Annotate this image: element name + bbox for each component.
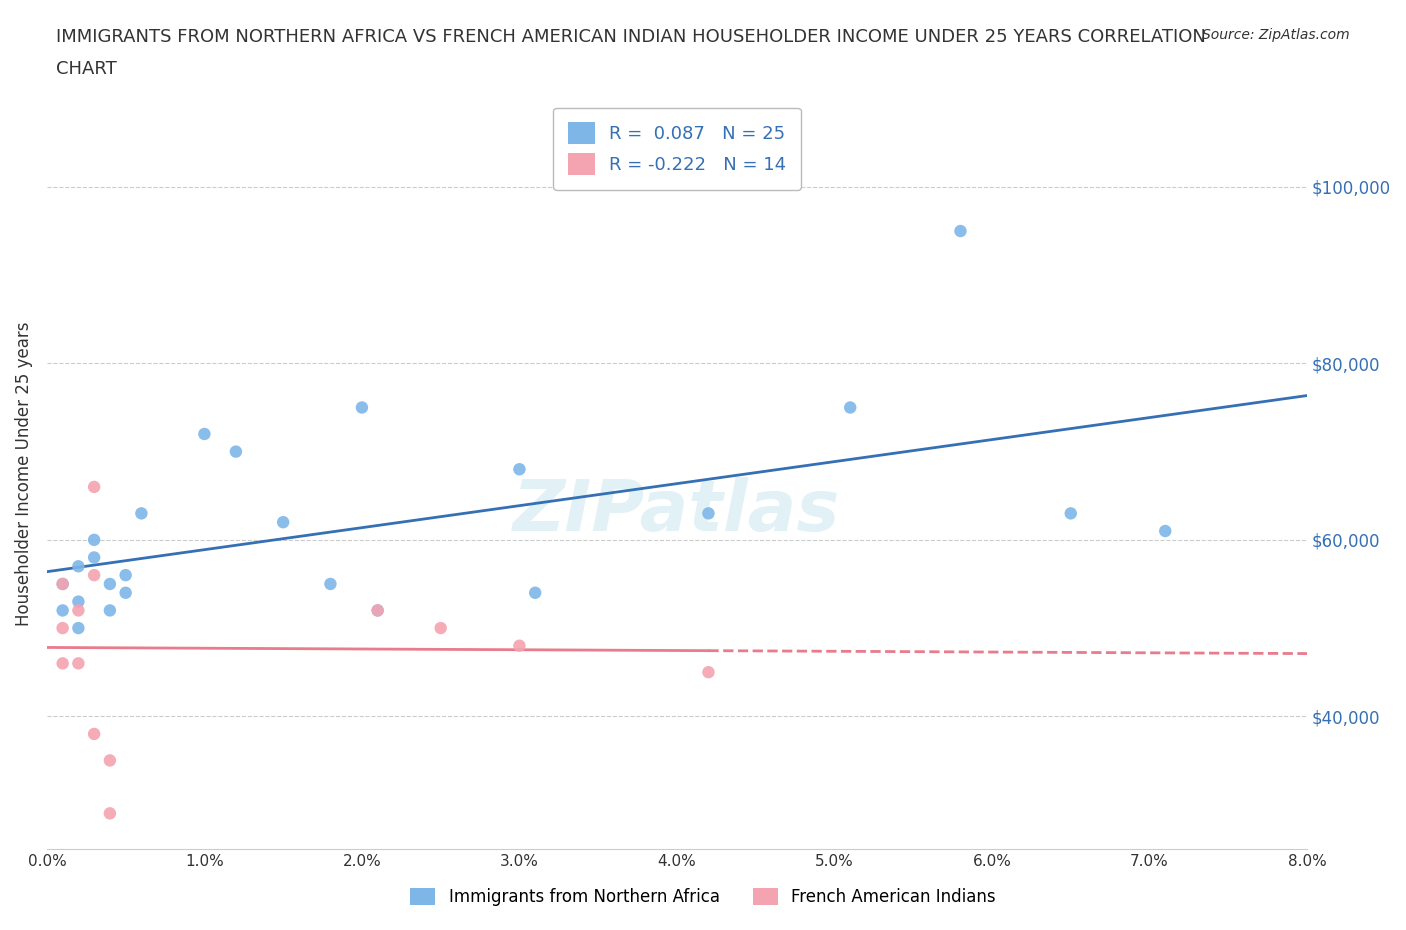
Text: Source: ZipAtlas.com: Source: ZipAtlas.com bbox=[1202, 28, 1350, 42]
Text: ZIPatlas: ZIPatlas bbox=[513, 477, 841, 546]
Point bbox=[271, 514, 294, 529]
Text: IMMIGRANTS FROM NORTHERN AFRICA VS FRENCH AMERICAN INDIAN HOUSEHOLDER INCOME UND: IMMIGRANTS FROM NORTHERN AFRICA VS FRENC… bbox=[56, 28, 1206, 46]
Point bbox=[52, 577, 75, 591]
Legend: Immigrants from Northern Africa, French American Indians: Immigrants from Northern Africa, French … bbox=[404, 881, 1002, 912]
Point bbox=[83, 567, 105, 582]
Point bbox=[67, 559, 90, 574]
Point bbox=[83, 726, 105, 741]
Legend: R =  0.087   N = 25, R = -0.222   N = 14: R = 0.087 N = 25, R = -0.222 N = 14 bbox=[553, 108, 801, 190]
Point bbox=[193, 427, 215, 442]
Point bbox=[429, 620, 451, 635]
Y-axis label: Householder Income Under 25 years: Householder Income Under 25 years bbox=[15, 322, 32, 626]
Point bbox=[524, 585, 547, 600]
Text: CHART: CHART bbox=[56, 60, 117, 78]
Point bbox=[83, 550, 105, 565]
Point bbox=[114, 567, 136, 582]
Point bbox=[225, 445, 247, 459]
Point bbox=[319, 577, 342, 591]
Point bbox=[67, 656, 90, 671]
Point bbox=[697, 665, 720, 680]
Point bbox=[98, 806, 121, 821]
Point bbox=[67, 620, 90, 635]
Point bbox=[98, 753, 121, 768]
Point bbox=[114, 585, 136, 600]
Point bbox=[367, 603, 389, 618]
Point bbox=[1154, 524, 1177, 538]
Point bbox=[949, 223, 972, 238]
Point bbox=[508, 462, 530, 477]
Point bbox=[98, 603, 121, 618]
Point bbox=[52, 603, 75, 618]
Point bbox=[67, 603, 90, 618]
Point bbox=[839, 400, 862, 415]
Point bbox=[1060, 506, 1083, 521]
Point bbox=[697, 506, 720, 521]
Point bbox=[83, 532, 105, 547]
Point bbox=[67, 594, 90, 609]
Point bbox=[83, 480, 105, 495]
Point bbox=[52, 656, 75, 671]
Point bbox=[98, 577, 121, 591]
Point bbox=[52, 577, 75, 591]
Point bbox=[508, 638, 530, 653]
Point bbox=[367, 603, 389, 618]
Point bbox=[350, 400, 373, 415]
Point bbox=[131, 506, 153, 521]
Point bbox=[52, 620, 75, 635]
